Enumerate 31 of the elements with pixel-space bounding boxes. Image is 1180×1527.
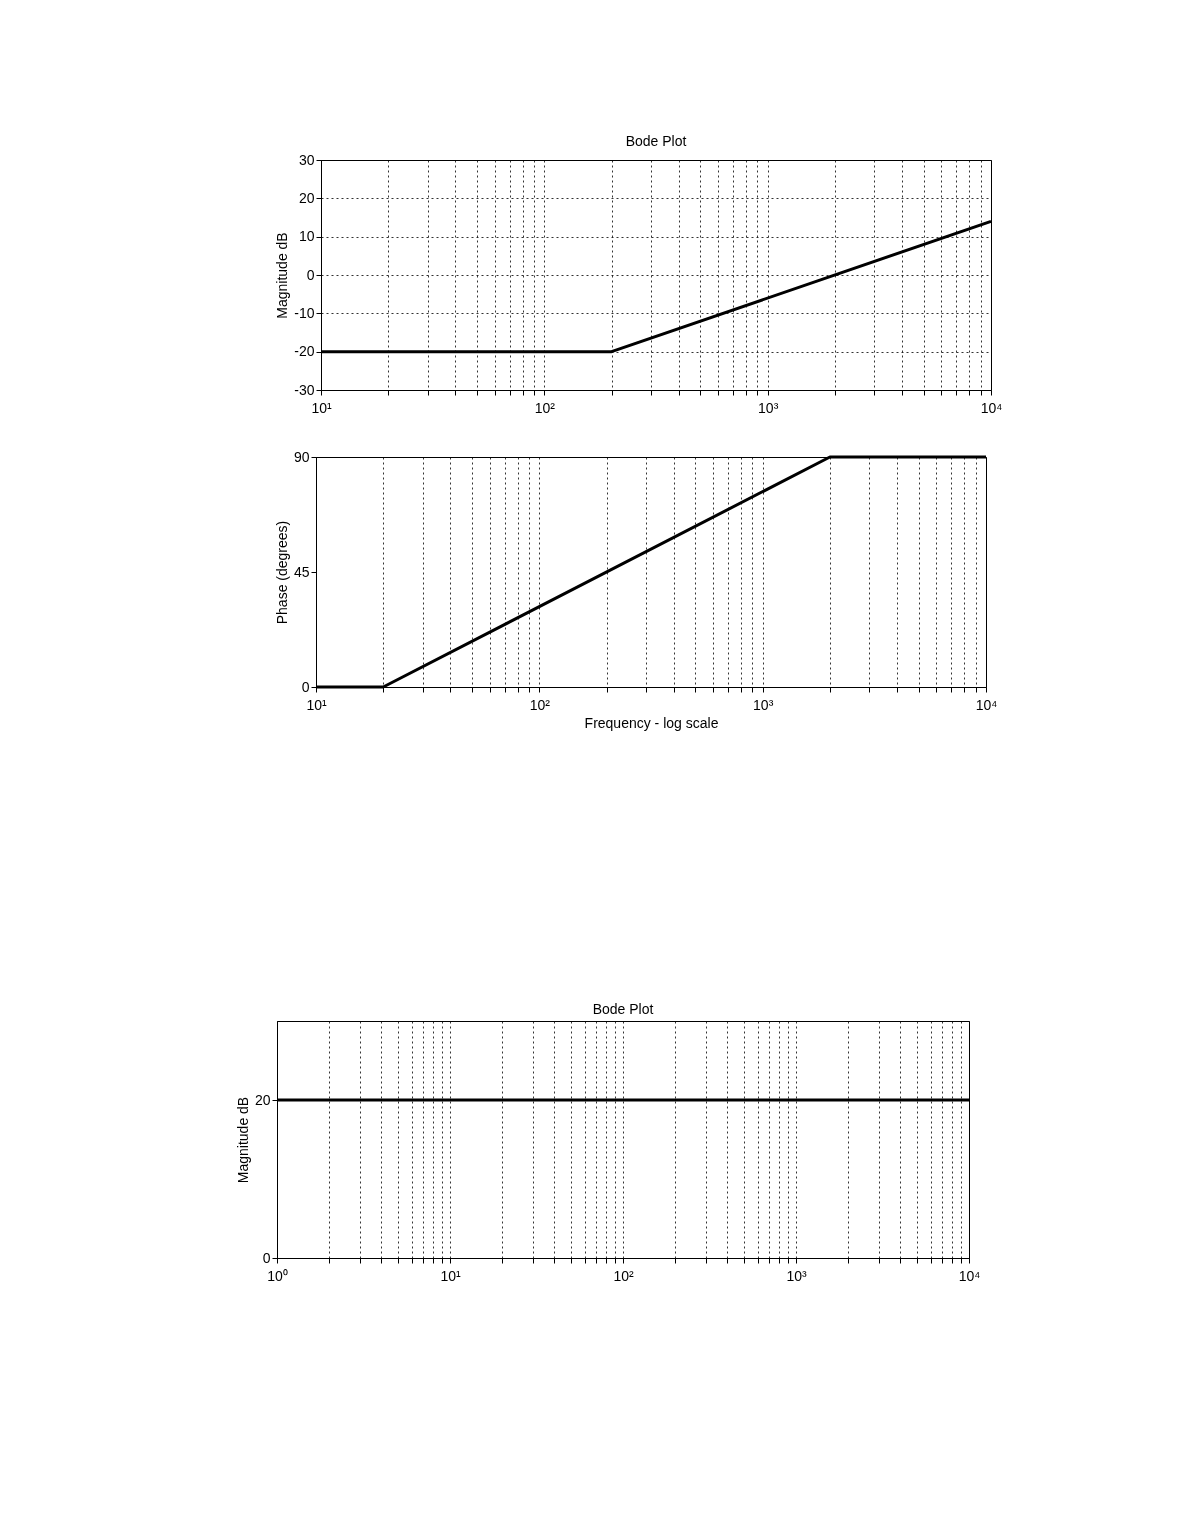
x-tick-label: 10⁴ <box>958 1267 981 1284</box>
x-tick-label: 10² <box>613 1267 634 1284</box>
y-tick-label: 0 <box>301 678 310 695</box>
y-tick-label: 0 <box>306 266 315 283</box>
chart-title: Bode Plot <box>625 133 687 149</box>
y-tick-label: 30 <box>298 151 315 168</box>
x-tick-label: 10¹ <box>440 1267 461 1284</box>
y-tick-label: 20 <box>298 189 315 206</box>
y-tick-label: -10 <box>294 304 315 321</box>
chart-title: Bode Plot <box>592 1001 654 1017</box>
x-tick-label: 10⁴ <box>980 399 1003 416</box>
x-tick-label: 10³ <box>753 696 774 713</box>
y-tick-label: 45 <box>293 563 310 580</box>
x-tick-label: 10¹ <box>311 399 332 416</box>
x-tick-label: 10³ <box>758 399 779 416</box>
x-tick-label: 10⁰ <box>267 1267 288 1284</box>
y-tick-label: 10 <box>298 228 315 245</box>
x-tick-label: 10³ <box>786 1267 807 1284</box>
x-tick-label: 10² <box>529 696 551 713</box>
y-axis-title: Magnitude dB <box>274 232 291 319</box>
y-tick-label: -20 <box>294 343 315 360</box>
y-tick-label: -30 <box>294 381 315 398</box>
x-tick-label: 10² <box>534 399 556 416</box>
x-axis-title: Frequency - log scale <box>584 714 719 731</box>
y-tick-label: 0 <box>262 1249 271 1266</box>
y-tick-label: 20 <box>254 1091 271 1108</box>
x-tick-label: 10⁴ <box>975 696 998 713</box>
y-axis-title: Magnitude dB <box>234 1096 251 1184</box>
y-tick-label: 90 <box>293 448 310 465</box>
x-tick-label: 10¹ <box>306 696 327 713</box>
y-axis-title: Phase (degrees) <box>273 520 290 625</box>
